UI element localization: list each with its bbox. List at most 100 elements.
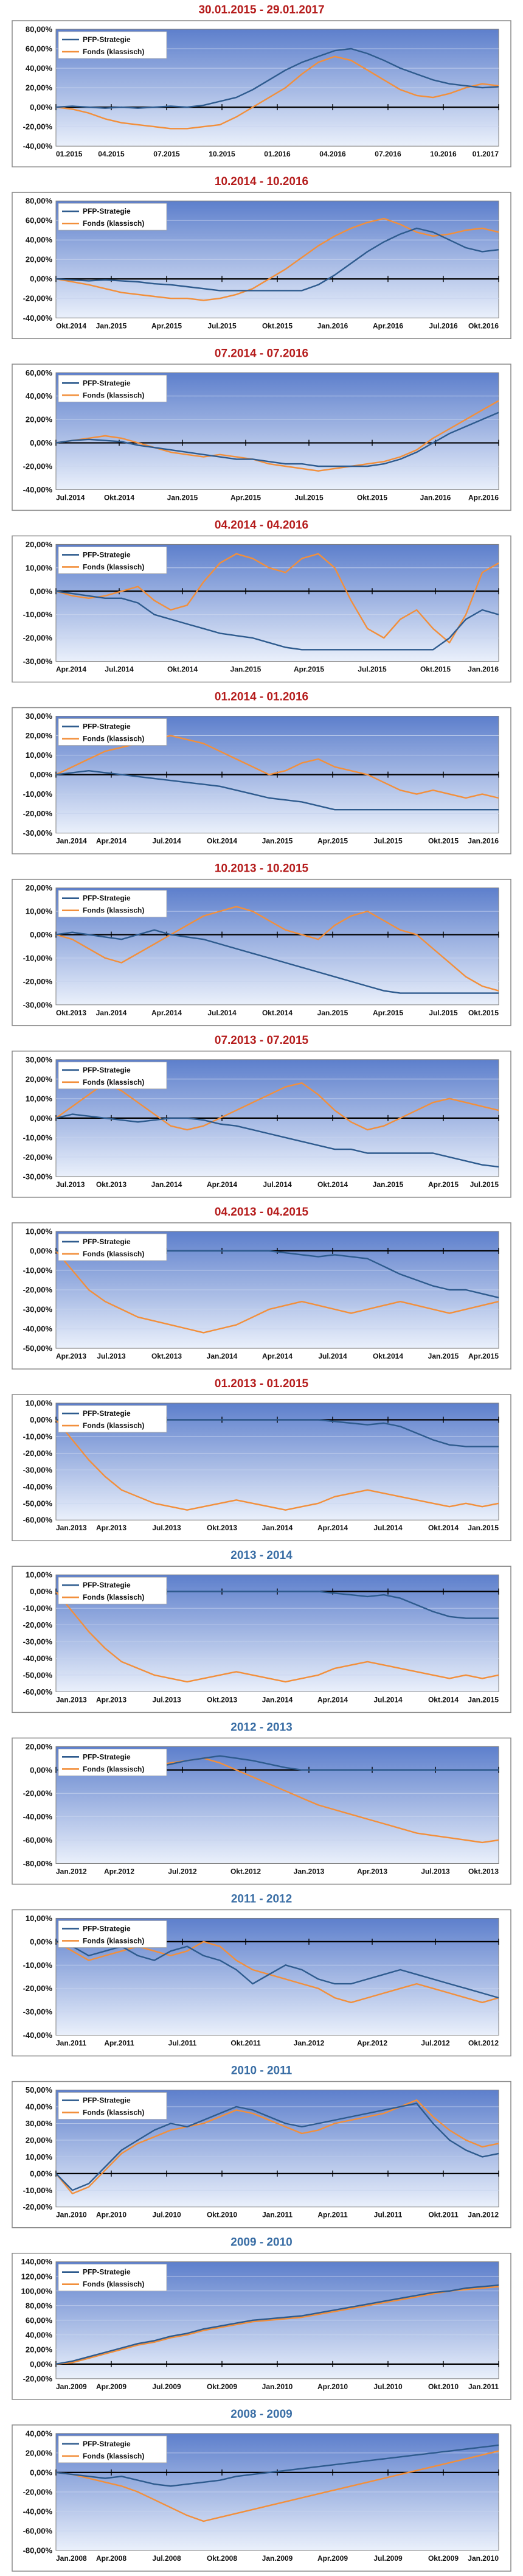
chart-title: 07.2013 - 07.2015 — [215, 1034, 309, 1047]
y-tick-label: -10,00% — [23, 610, 53, 619]
y-tick-label: -10,00% — [23, 1432, 53, 1441]
x-tick-label: Jan.2009 — [56, 2382, 87, 2391]
y-tick-label: -80,00% — [23, 2546, 53, 2555]
legend-label-fund: Fonds (klassisch) — [83, 1765, 144, 1773]
legend: PFP-Strategie Fonds (klassisch) — [58, 1062, 167, 1090]
y-tick-label: -40,00% — [23, 1325, 53, 1334]
y-tick-label: 60,00% — [26, 2315, 53, 2325]
y-tick-label: 40,00% — [26, 2330, 53, 2339]
chart-panel-6: 10.2013 - 10.2015 20,00% 10,00% 0,00% -10,00… — [12, 863, 511, 1026]
legend-label-strategy: PFP-Strategie — [83, 207, 131, 215]
x-tick-label: Jul.2009 — [152, 2382, 181, 2391]
y-tick-label: -40,00% — [23, 2507, 53, 2516]
y-tick-label: 20,00% — [26, 540, 53, 549]
x-tick-label: Okt.2013 — [56, 1009, 86, 1017]
y-tick-label: 10,00% — [26, 1570, 53, 1580]
y-tick-label: 0,00% — [30, 2169, 52, 2178]
y-tick-label: 20,00% — [26, 1742, 53, 1751]
y-tick-label: 10,00% — [26, 2152, 53, 2161]
x-tick-label: Jul.2009 — [373, 2554, 403, 2563]
y-tick-label: 10,00% — [26, 1227, 53, 1236]
y-tick-label: 20,00% — [26, 2345, 53, 2354]
legend-label-fund: Fonds (klassisch) — [83, 1250, 144, 1258]
x-tick-label: Apr.2016 — [468, 493, 499, 502]
x-tick-label: Apr.2009 — [317, 2554, 348, 2563]
y-tick-label: 0,00% — [30, 1937, 52, 1946]
x-tick-label: Apr.2016 — [373, 321, 403, 330]
chart-panel-5: 01.2014 - 01.2016 30,00% 20,00% 10,00% 0,00%… — [12, 691, 511, 855]
chart-panel-4: 04.2014 - 04.2016 20,00% 10,00% 0,00% -10,00… — [12, 519, 511, 683]
x-tick-label: Jul.2015 — [429, 1009, 458, 1017]
fund-series-line — [55, 553, 499, 644]
x-tick-label: Okt.2011 — [230, 2039, 261, 2048]
y-tick-label: 10,00% — [26, 1399, 53, 1408]
y-tick-label: 0,00% — [30, 275, 52, 284]
y-tick-label: -40,00% — [23, 1654, 53, 1663]
y-tick-label: -20,00% — [23, 1449, 53, 1458]
y-tick-label: -30,00% — [23, 1465, 53, 1474]
y-tick-label: -10,00% — [23, 2186, 53, 2195]
legend-label-strategy: PFP-Strategie — [83, 2268, 131, 2277]
x-tick-label: Okt.2010 — [428, 2382, 459, 2391]
x-tick-label: Apr.2013 — [357, 1867, 387, 1875]
chart-title: 2012 - 2013 — [230, 1721, 292, 1734]
y-tick-label: -10,00% — [23, 1604, 53, 1613]
x-tick-label: Okt.2013 — [207, 1695, 237, 1704]
legend: PFP-Strategie Fonds (klassisch) — [58, 2264, 167, 2292]
x-tick-label: Jan.2012 — [56, 1867, 87, 1875]
y-tick-label: -20,00% — [23, 634, 53, 643]
x-tick-label: Apr.2015 — [317, 837, 348, 845]
y-tick-label: 20,00% — [26, 255, 53, 264]
chart-title: 2009 - 2010 — [230, 2236, 292, 2249]
x-tick-label: Jul.2013 — [56, 1180, 85, 1189]
x-tick-label: Jul.2014 — [152, 837, 181, 845]
x-tick-label: Jan.2011 — [262, 2211, 293, 2219]
strategy-series-line — [55, 769, 499, 811]
strategy-series-line — [55, 929, 499, 994]
x-tick-label: Jul.2013 — [421, 1867, 450, 1875]
legend-box — [58, 1233, 167, 1261]
y-tick-label: 0,00% — [30, 2359, 52, 2368]
chart-panel-13: 2010 - 2011 50,00% 40,00% 30,00% 20,00% 10,00… — [12, 2065, 511, 2228]
x-tick-label: 04.2016 — [319, 150, 346, 158]
chart-title: 10.2013 - 10.2015 — [215, 863, 309, 875]
y-tick-label: -10,00% — [23, 1265, 53, 1275]
chart-title: 04.2014 - 04.2016 — [215, 519, 308, 531]
y-tick-label: 40,00% — [26, 2429, 53, 2438]
x-tick-label: Jan.2015 — [167, 493, 198, 502]
x-tick-label: Okt.2014 — [317, 1180, 348, 1189]
y-tick-label: -20,00% — [23, 2374, 53, 2383]
y-tick-label: -50,00% — [23, 1499, 53, 1508]
legend-label-fund: Fonds (klassisch) — [83, 1936, 144, 1945]
legend-label-fund: Fonds (klassisch) — [83, 1421, 144, 1430]
y-tick-label: 40,00% — [26, 391, 53, 401]
x-tick-label: Jul.2015 — [207, 321, 237, 330]
x-tick-label: Jul.2015 — [470, 1180, 499, 1189]
x-tick-label: Apr.2014 — [151, 1009, 182, 1017]
y-tick-label: 20,00% — [26, 731, 53, 740]
legend: PFP-Strategie Fonds (klassisch) — [58, 1405, 167, 1433]
x-tick-label: Jan.2015 — [373, 1180, 404, 1189]
x-tick-label: Okt.2010 — [207, 2211, 237, 2219]
y-tick-label: -10,00% — [23, 1133, 53, 1142]
x-tick-label: Jan.2010 — [56, 2211, 87, 2219]
y-tick-label: 0,00% — [30, 1246, 52, 1255]
chart-title: 30.01.2015 - 29.01.2017 — [198, 4, 324, 16]
y-tick-label: 100,00% — [21, 2286, 53, 2295]
legend-box — [58, 547, 167, 574]
x-tick-label: Jan.2014 — [207, 1352, 238, 1360]
x-tick-label: 07.2016 — [375, 150, 401, 158]
x-tick-label: Jan.2013 — [56, 1524, 87, 1532]
y-tick-label: 40,00% — [26, 64, 53, 73]
x-tick-label: Okt.2015 — [468, 1009, 499, 1017]
legend-label-strategy: PFP-Strategie — [83, 379, 131, 387]
fund-series-line — [55, 400, 499, 472]
x-tick-label: Okt.2014 — [56, 321, 86, 330]
x-tick-label: 04.2015 — [98, 150, 125, 158]
x-tick-label: Jul.2014 — [56, 493, 85, 502]
y-tick-label: 60,00% — [26, 44, 53, 54]
y-tick-label: -20,00% — [23, 461, 53, 471]
y-tick-label: -40,00% — [23, 142, 53, 151]
